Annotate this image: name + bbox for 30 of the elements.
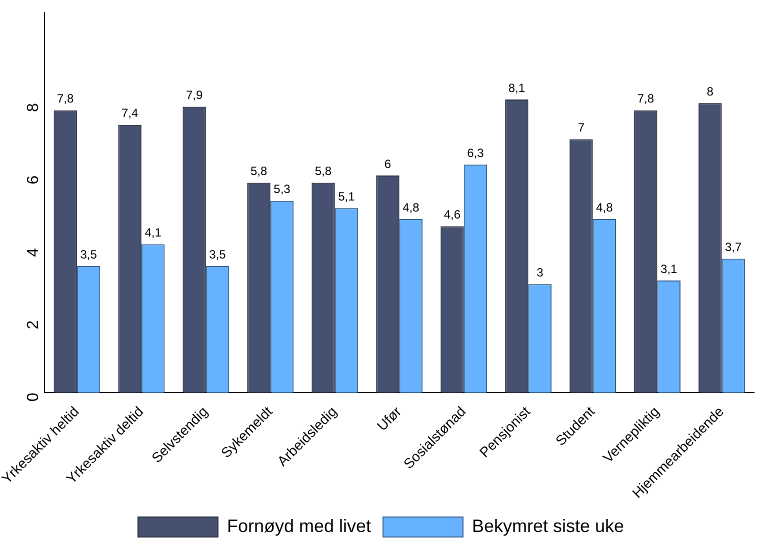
data-label: 8 xyxy=(706,84,714,98)
data-label: 3,7 xyxy=(725,240,742,254)
data-label: 3,5 xyxy=(80,247,98,262)
data-label: 6 xyxy=(384,156,392,171)
data-label: 4,8 xyxy=(402,200,420,214)
y-tick-label: 2 xyxy=(25,320,42,330)
data-label: 6,3 xyxy=(467,146,484,160)
y-tick-label: 6 xyxy=(25,175,42,184)
data-label: 8,1 xyxy=(508,80,526,95)
data-label: 7,9 xyxy=(186,88,203,102)
x-tick-label: Ufør xyxy=(374,402,404,434)
y-tick-label: 0 xyxy=(25,392,42,402)
data-label: 7,8 xyxy=(637,92,654,106)
data-label: 5,3 xyxy=(274,182,291,196)
data-label: 4,1 xyxy=(144,226,162,240)
data-label: 7,8 xyxy=(57,92,74,106)
legend-label: Bekymret siste uke xyxy=(472,516,624,536)
data-label: 5,1 xyxy=(338,189,356,204)
y-tick-label: 8 xyxy=(25,103,42,112)
data-label: 7,4 xyxy=(121,106,138,120)
data-label: 3,5 xyxy=(209,247,226,262)
data-label: 7 xyxy=(578,120,585,135)
legend-label: Fornøyd med livet xyxy=(226,516,371,536)
data-label: 5,8 xyxy=(314,164,332,178)
y-tick-label: 4 xyxy=(25,248,42,257)
data-label: 3 xyxy=(536,265,544,280)
data-label: 3,1 xyxy=(660,262,678,276)
data-label: 4,6 xyxy=(444,208,461,222)
data-label: 5,8 xyxy=(250,164,268,178)
data-label: 4,8 xyxy=(596,200,614,214)
